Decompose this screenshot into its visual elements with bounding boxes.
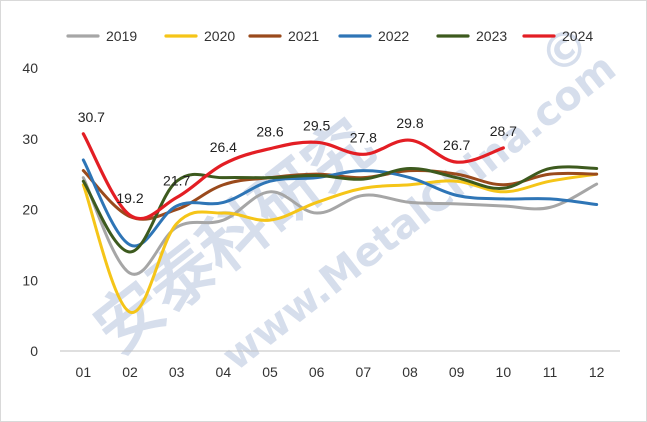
- data-label: 21.7: [163, 172, 190, 188]
- x-tick-label: 04: [216, 364, 232, 380]
- x-tick-label: 11: [543, 364, 558, 380]
- x-tick-label: 08: [402, 364, 418, 380]
- x-tick-label: 01: [76, 364, 92, 380]
- data-label: 27.8: [350, 129, 377, 145]
- x-tick-label: 02: [122, 364, 138, 380]
- data-label: 26.4: [210, 139, 237, 155]
- x-tick-label: 06: [309, 364, 325, 380]
- series-line-2024: [81, 132, 505, 221]
- series-line-2020: [81, 172, 599, 314]
- y-tick-label: 40: [22, 60, 38, 76]
- legend-label-2021: 2021: [288, 28, 319, 44]
- axis-layer: 0 10 20 30 40 01 02 03 04 05 06 07 08 09 10 11 12: [22, 60, 620, 380]
- x-tick-label: 07: [356, 364, 372, 380]
- x-tick-label: 12: [589, 364, 605, 380]
- legend-label-2022: 2022: [378, 28, 409, 44]
- series-line-2019: [81, 176, 599, 276]
- legend: 2019 2020 2021 2022 2023 2024: [66, 28, 593, 44]
- data-label-layer: 30.7 19.2 21.7 26.4 28.6 29.5 27.8 29.8 26.7 28.7: [78, 109, 517, 206]
- legend-label-2019: 2019: [106, 28, 137, 44]
- legend-label-2020: 2020: [204, 28, 235, 44]
- x-tick-label: 09: [449, 364, 465, 380]
- y-tick-label: 30: [22, 131, 38, 147]
- series-layer: [81, 132, 599, 314]
- x-tick-label: 10: [496, 364, 512, 380]
- watermark: 安泰科研究 www.MetalChina.com ©: [80, 14, 624, 380]
- series-line-2022: [81, 158, 599, 248]
- legend-label-2023: 2023: [476, 28, 507, 44]
- data-label: 28.6: [256, 124, 283, 140]
- y-tick-label: 10: [22, 272, 38, 288]
- x-tick-label: 05: [262, 364, 278, 380]
- x-tick-label: 03: [169, 364, 185, 380]
- data-label: 29.8: [396, 115, 423, 131]
- legend-label-2024: 2024: [562, 28, 593, 44]
- y-tick-label: 20: [22, 202, 38, 218]
- data-label: 30.7: [78, 109, 105, 125]
- y-tick-label: 0: [30, 343, 38, 359]
- data-label: 29.5: [303, 117, 330, 133]
- data-label: 26.7: [443, 137, 470, 153]
- data-label: 28.7: [490, 123, 517, 139]
- data-label: 19.2: [116, 190, 143, 206]
